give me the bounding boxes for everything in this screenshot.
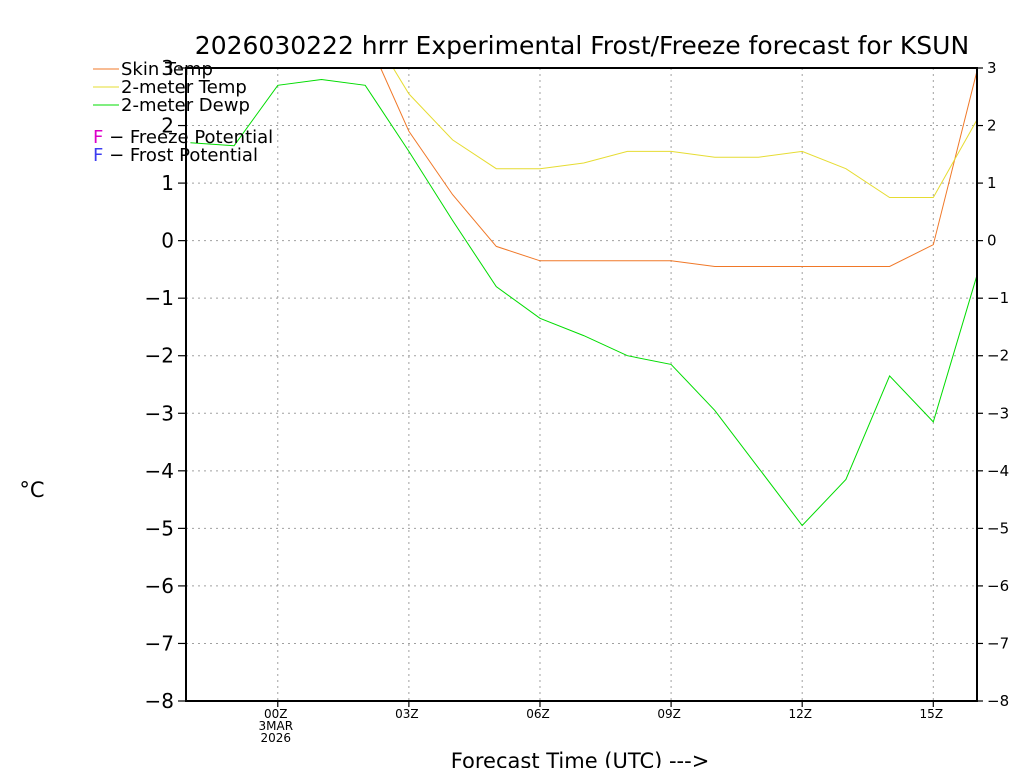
legend-potential-label: − Freeze Potential — [103, 127, 273, 148]
y-tick-label: −1 — [145, 286, 174, 310]
y-tick-label-right: −5 — [987, 519, 1009, 537]
x-tick-label: 09Z — [657, 707, 681, 721]
y-axis-label: °C — [19, 478, 44, 502]
x-tick-label: 06Z — [526, 707, 550, 721]
x-axis-label: Forecast Time (UTC) ---> — [451, 749, 710, 768]
y-tick-label: 3 — [161, 56, 174, 80]
y-axis-right: 3 2 1 0 −1 −2 −3 −4 −5 −6 −7 −8 — [977, 59, 1009, 710]
y-tick-label-right: 1 — [987, 174, 997, 192]
y-tick-label-right: 0 — [987, 232, 997, 250]
series-line-2-meter-temp — [392, 68, 977, 198]
y-tick-label: −7 — [145, 631, 174, 655]
x-tick-label: 03Z — [395, 707, 419, 721]
legend-entry: Skin Temp — [121, 59, 213, 80]
y-tick-label-right: −7 — [987, 634, 1009, 652]
y-tick-label-right: −2 — [987, 347, 1009, 365]
y-tick-label: 0 — [161, 229, 174, 253]
y-tick-label-right: −3 — [987, 404, 1009, 422]
legend-potential-letter: F — [93, 127, 103, 148]
chart-title: 2026030222 hrrr Experimental Frost/Freez… — [195, 31, 969, 60]
legend-potential-entry: F − Frost Potential — [93, 145, 258, 166]
y-tick-label: 2 — [161, 114, 174, 138]
series-layer — [190, 68, 977, 527]
y-tick-label: −6 — [145, 574, 174, 598]
y-tick-label-right: −6 — [987, 577, 1009, 595]
legend-potential-label: − Frost Potential — [103, 145, 258, 166]
y-tick-label-right: 2 — [987, 117, 997, 135]
y-tick-label: −5 — [145, 516, 174, 540]
y-tick-label: −4 — [145, 459, 174, 483]
legend-entry: 2-meter Temp — [121, 77, 247, 98]
legend-potential-letter: F — [93, 145, 103, 166]
x-tick-label: 3MAR — [259, 719, 294, 733]
x-tick-label: 00Z — [264, 707, 288, 721]
x-tick-label: 2026 — [261, 731, 292, 745]
y-tick-label: −3 — [145, 401, 174, 425]
y-tick-label: −2 — [145, 344, 174, 368]
y-tick-label-right: 3 — [987, 59, 997, 77]
legend-entry: 2-meter Dewp — [121, 95, 250, 116]
y-tick-label-right: −8 — [987, 692, 1009, 710]
series-line-2-meter-dewp — [190, 78, 977, 527]
plot-frame — [185, 67, 978, 702]
y-tick-label-right: −1 — [987, 289, 1009, 307]
x-tick-label: 15Z — [920, 707, 944, 721]
y-tick-label: −8 — [145, 689, 174, 713]
y-axis-left: 3 2 1 0 −1 −2 −3 −4 −5 −6 −7 −8 — [145, 56, 186, 713]
series-line-skin-temp — [380, 68, 977, 267]
y-tick-label-right: −4 — [987, 462, 1009, 480]
x-tick-label: 12Z — [788, 707, 812, 721]
legend-potential-entry: F − Freeze Potential — [93, 127, 273, 148]
y-tick-label: 1 — [161, 171, 174, 195]
